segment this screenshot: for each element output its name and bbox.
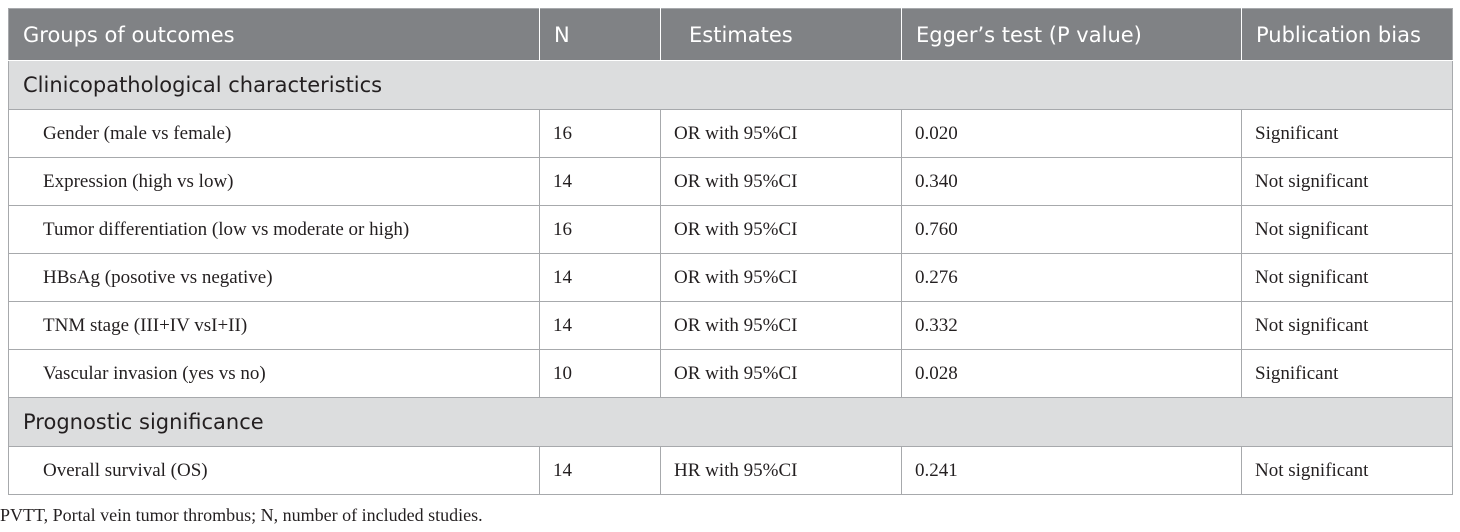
table-row: Vascular invasion (yes vs no) 10 OR with…	[8, 349, 1453, 398]
cell-n: 16	[539, 109, 661, 158]
cell-estimate: OR with 95%CI	[660, 301, 902, 350]
cell-estimate: OR with 95%CI	[660, 205, 902, 254]
table-row: HBsAg (posotive vs negative) 14 OR with …	[8, 253, 1453, 302]
cell-outcome: Overall survival (OS)	[8, 446, 540, 495]
cell-n: 14	[539, 157, 661, 206]
cell-egger-p: 0.340	[901, 157, 1242, 206]
cell-outcome: Expression (high vs low)	[8, 157, 540, 206]
table-row: Tumor differentiation (low vs moderate o…	[8, 205, 1453, 254]
cell-bias: Significant	[1241, 349, 1453, 398]
cell-estimate: OR with 95%CI	[660, 349, 902, 398]
header-eggers-test: Egger’s test (P value)	[901, 8, 1242, 61]
cell-outcome: Tumor differentiation (low vs moderate o…	[8, 205, 540, 254]
cell-bias: Not significant	[1241, 301, 1453, 350]
header-publication-bias: Publication bias	[1241, 8, 1453, 61]
cell-bias: Not significant	[1241, 446, 1453, 495]
cell-egger-p: 0.332	[901, 301, 1242, 350]
cell-egger-p: 0.241	[901, 446, 1242, 495]
section-title: Clinicopathological characteristics	[8, 60, 1453, 110]
cell-estimate: OR with 95%CI	[660, 253, 902, 302]
cell-estimate: OR with 95%CI	[660, 109, 902, 158]
header-groups-of-outcomes: Groups of outcomes	[8, 8, 540, 61]
cell-bias: Not significant	[1241, 157, 1453, 206]
table-row: Overall survival (OS) 14 HR with 95%CI 0…	[8, 446, 1453, 495]
cell-bias: Not significant	[1241, 205, 1453, 254]
table-header-row: Groups of outcomes N Estimates Egger’s t…	[8, 8, 1453, 61]
cell-egger-p: 0.276	[901, 253, 1242, 302]
cell-estimate: OR with 95%CI	[660, 157, 902, 206]
section-row-clinicopathological: Clinicopathological characteristics	[8, 60, 1453, 110]
cell-n: 16	[539, 205, 661, 254]
table-row: Expression (high vs low) 14 OR with 95%C…	[8, 157, 1453, 206]
cell-n: 14	[539, 301, 661, 350]
cell-n: 10	[539, 349, 661, 398]
header-estimates: Estimates	[660, 8, 902, 61]
table-footnote: PVTT, Portal vein tumor thrombus; N, num…	[0, 505, 483, 525]
table-row: TNM stage (III+IV vsI+II) 14 OR with 95%…	[8, 301, 1453, 350]
cell-egger-p: 0.028	[901, 349, 1242, 398]
cell-outcome: Gender (male vs female)	[8, 109, 540, 158]
cell-n: 14	[539, 446, 661, 495]
section-title: Prognostic significance	[8, 397, 1453, 447]
publication-bias-table: Groups of outcomes N Estimates Egger’s t…	[8, 8, 1453, 495]
cell-egger-p: 0.760	[901, 205, 1242, 254]
cell-egger-p: 0.020	[901, 109, 1242, 158]
cell-outcome: Vascular invasion (yes vs no)	[8, 349, 540, 398]
cell-n: 14	[539, 253, 661, 302]
section-row-prognostic: Prognostic significance	[8, 397, 1453, 447]
header-n: N	[539, 8, 661, 61]
cell-outcome: HBsAg (posotive vs negative)	[8, 253, 540, 302]
cell-bias: Significant	[1241, 109, 1453, 158]
cell-bias: Not significant	[1241, 253, 1453, 302]
cell-estimate: HR with 95%CI	[660, 446, 902, 495]
cell-outcome: TNM stage (III+IV vsI+II)	[8, 301, 540, 350]
table-row: Gender (male vs female) 16 OR with 95%CI…	[8, 109, 1453, 158]
